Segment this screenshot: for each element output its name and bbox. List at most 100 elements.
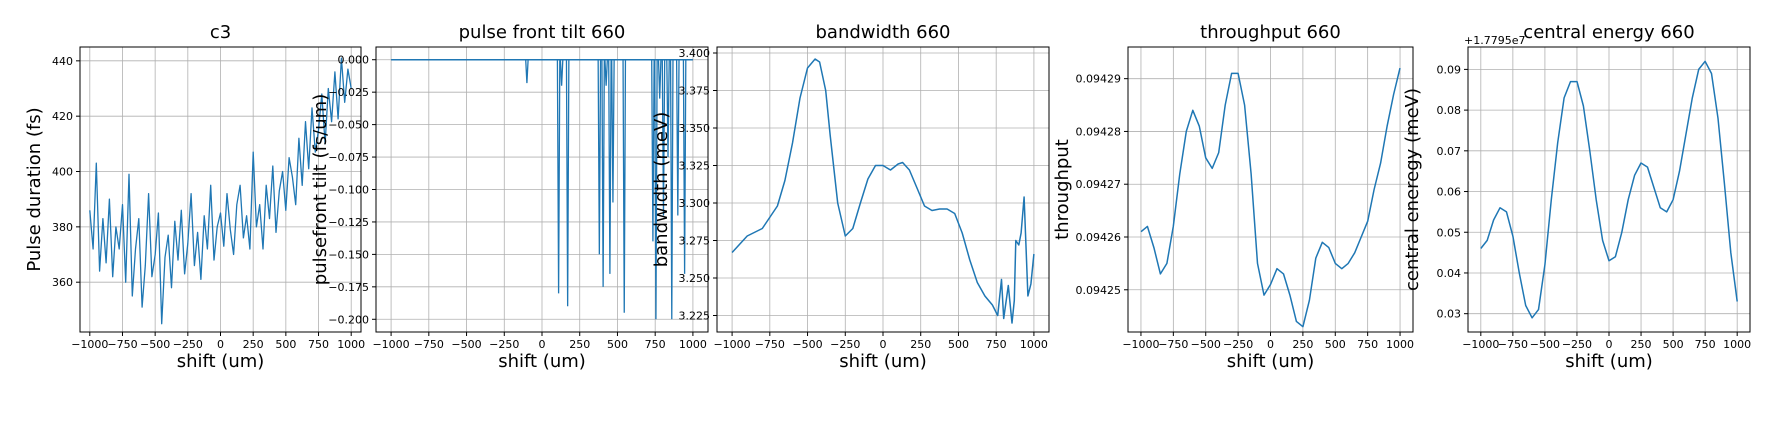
series-spike — [601, 59, 605, 287]
offset-label: +1.7795e7 — [1464, 34, 1525, 47]
x-tick-label: 500 — [607, 338, 628, 351]
x-tick-label: 0 — [1606, 338, 1613, 351]
chart-title: bandwidth 660 — [816, 22, 951, 43]
chart-panel-1 — [76, 46, 362, 336]
x-tick-label: 0 — [1267, 338, 1274, 351]
x-tick-label: 500 — [1325, 338, 1346, 351]
x-axis-label: shift (um) — [177, 351, 265, 372]
y-tick-label: 420 — [52, 110, 73, 123]
y-tick-label: 3.225 — [679, 310, 711, 323]
x-tick-label: −1000 — [1462, 338, 1499, 351]
chart-panel-3 — [713, 46, 1050, 336]
x-tick-label: 750 — [1357, 338, 1378, 351]
x-tick-label: 750 — [308, 338, 329, 351]
series-spike — [622, 59, 627, 313]
x-tick-label: 0 — [539, 338, 546, 351]
y-tick-label: −0.150 — [328, 248, 369, 261]
y-axis-label: bandwidth (meV) — [651, 112, 672, 268]
y-tick-label: −0.050 — [328, 119, 369, 132]
x-tick-label: 750 — [986, 338, 1007, 351]
y-tick-label: 440 — [52, 55, 73, 68]
x-axis-label: shift (um) — [1565, 351, 1653, 372]
x-tick-label: −750 — [1158, 338, 1188, 351]
series-spike — [666, 59, 670, 158]
series-spike — [654, 59, 658, 320]
y-tick-label: 0.09425 — [1076, 284, 1122, 297]
y-axis-label: Pulse duration (fs) — [24, 107, 45, 271]
y-tick-label: 360 — [52, 276, 73, 289]
y-tick-label: −0.100 — [328, 184, 369, 197]
x-tick-label: 1000 — [1020, 338, 1048, 351]
x-tick-label: −500 — [1191, 338, 1221, 351]
x-tick-label: −1000 — [1122, 338, 1159, 351]
x-tick-label: 750 — [1695, 338, 1716, 351]
series-line — [1480, 60, 1738, 319]
y-tick-label: 0.04 — [1437, 267, 1462, 280]
y-axis-label: pulsefront tilt (fs/um) — [310, 94, 331, 285]
y-tick-label: 0.09427 — [1076, 178, 1122, 191]
y-tick-label: 3.375 — [679, 85, 711, 98]
chart-panel-2 — [372, 46, 709, 336]
chart-title: throughput 660 — [1200, 22, 1341, 43]
series-spike — [669, 59, 674, 320]
x-tick-label: 250 — [1292, 338, 1313, 351]
chart-title: c3 — [210, 22, 231, 43]
y-tick-label: −0.200 — [328, 313, 369, 326]
series-spike — [611, 59, 615, 203]
y-tick-label: 0.09 — [1437, 63, 1462, 76]
y-tick-label: 0.000 — [338, 54, 370, 67]
y-tick-label: 3.350 — [679, 122, 711, 135]
chart-title: pulse front tilt 660 — [459, 22, 626, 43]
x-tick-label: 250 — [569, 338, 590, 351]
x-tick-label: −750 — [414, 338, 444, 351]
x-tick-label: −250 — [489, 338, 519, 351]
x-axis-label: shift (um) — [498, 351, 586, 372]
x-tick-label: −1000 — [372, 338, 409, 351]
x-tick-label: 250 — [910, 338, 931, 351]
x-tick-label: −500 — [1530, 338, 1560, 351]
x-tick-label: 0 — [880, 338, 887, 351]
y-axis-label: throughput — [1052, 139, 1073, 240]
series-spike — [556, 59, 561, 294]
x-tick-label: 250 — [1631, 338, 1652, 351]
x-tick-label: 500 — [1663, 338, 1684, 351]
chart-panel-5 — [1464, 46, 1751, 336]
y-tick-label: 0.08 — [1437, 104, 1462, 117]
y-tick-label: −0.075 — [328, 151, 369, 164]
y-tick-label: 3.300 — [679, 197, 711, 210]
y-tick-label: 3.275 — [679, 235, 711, 248]
y-tick-label: 0.03 — [1437, 308, 1462, 321]
y-tick-label: −0.025 — [328, 86, 369, 99]
series-spike — [565, 59, 570, 307]
x-tick-label: −750 — [1498, 338, 1528, 351]
series-spike — [597, 59, 602, 255]
x-tick-label: 0 — [217, 338, 224, 351]
x-axis-label: shift (um) — [839, 351, 927, 372]
x-tick-label: 1000 — [1386, 338, 1414, 351]
y-tick-label: 380 — [52, 221, 73, 234]
series-spike — [661, 59, 666, 216]
series-spike — [604, 59, 608, 86]
x-tick-label: 1000 — [1723, 338, 1751, 351]
x-tick-label: 1000 — [337, 338, 365, 351]
y-tick-label: 0.09429 — [1076, 73, 1122, 86]
series-spike — [525, 59, 529, 84]
y-tick-label: −0.175 — [328, 281, 369, 294]
x-tick-label: −250 — [830, 338, 860, 351]
series-spike — [657, 59, 662, 99]
x-tick-label: −250 — [1562, 338, 1592, 351]
series-spike — [559, 59, 564, 86]
y-tick-label: 3.400 — [679, 47, 711, 60]
y-axis-label: central eneregy (meV) — [1402, 88, 1423, 291]
x-tick-label: −750 — [755, 338, 785, 351]
x-tick-label: −1000 — [71, 338, 108, 351]
chart-title: central energy 660 — [1523, 22, 1694, 43]
x-tick-label: −1000 — [713, 338, 750, 351]
x-tick-label: 250 — [243, 338, 264, 351]
series-spike — [675, 59, 680, 216]
y-tick-label: 0.09426 — [1076, 231, 1122, 244]
y-tick-label: 3.325 — [679, 160, 711, 173]
x-tick-label: −750 — [107, 338, 137, 351]
x-tick-label: 1000 — [679, 338, 707, 351]
